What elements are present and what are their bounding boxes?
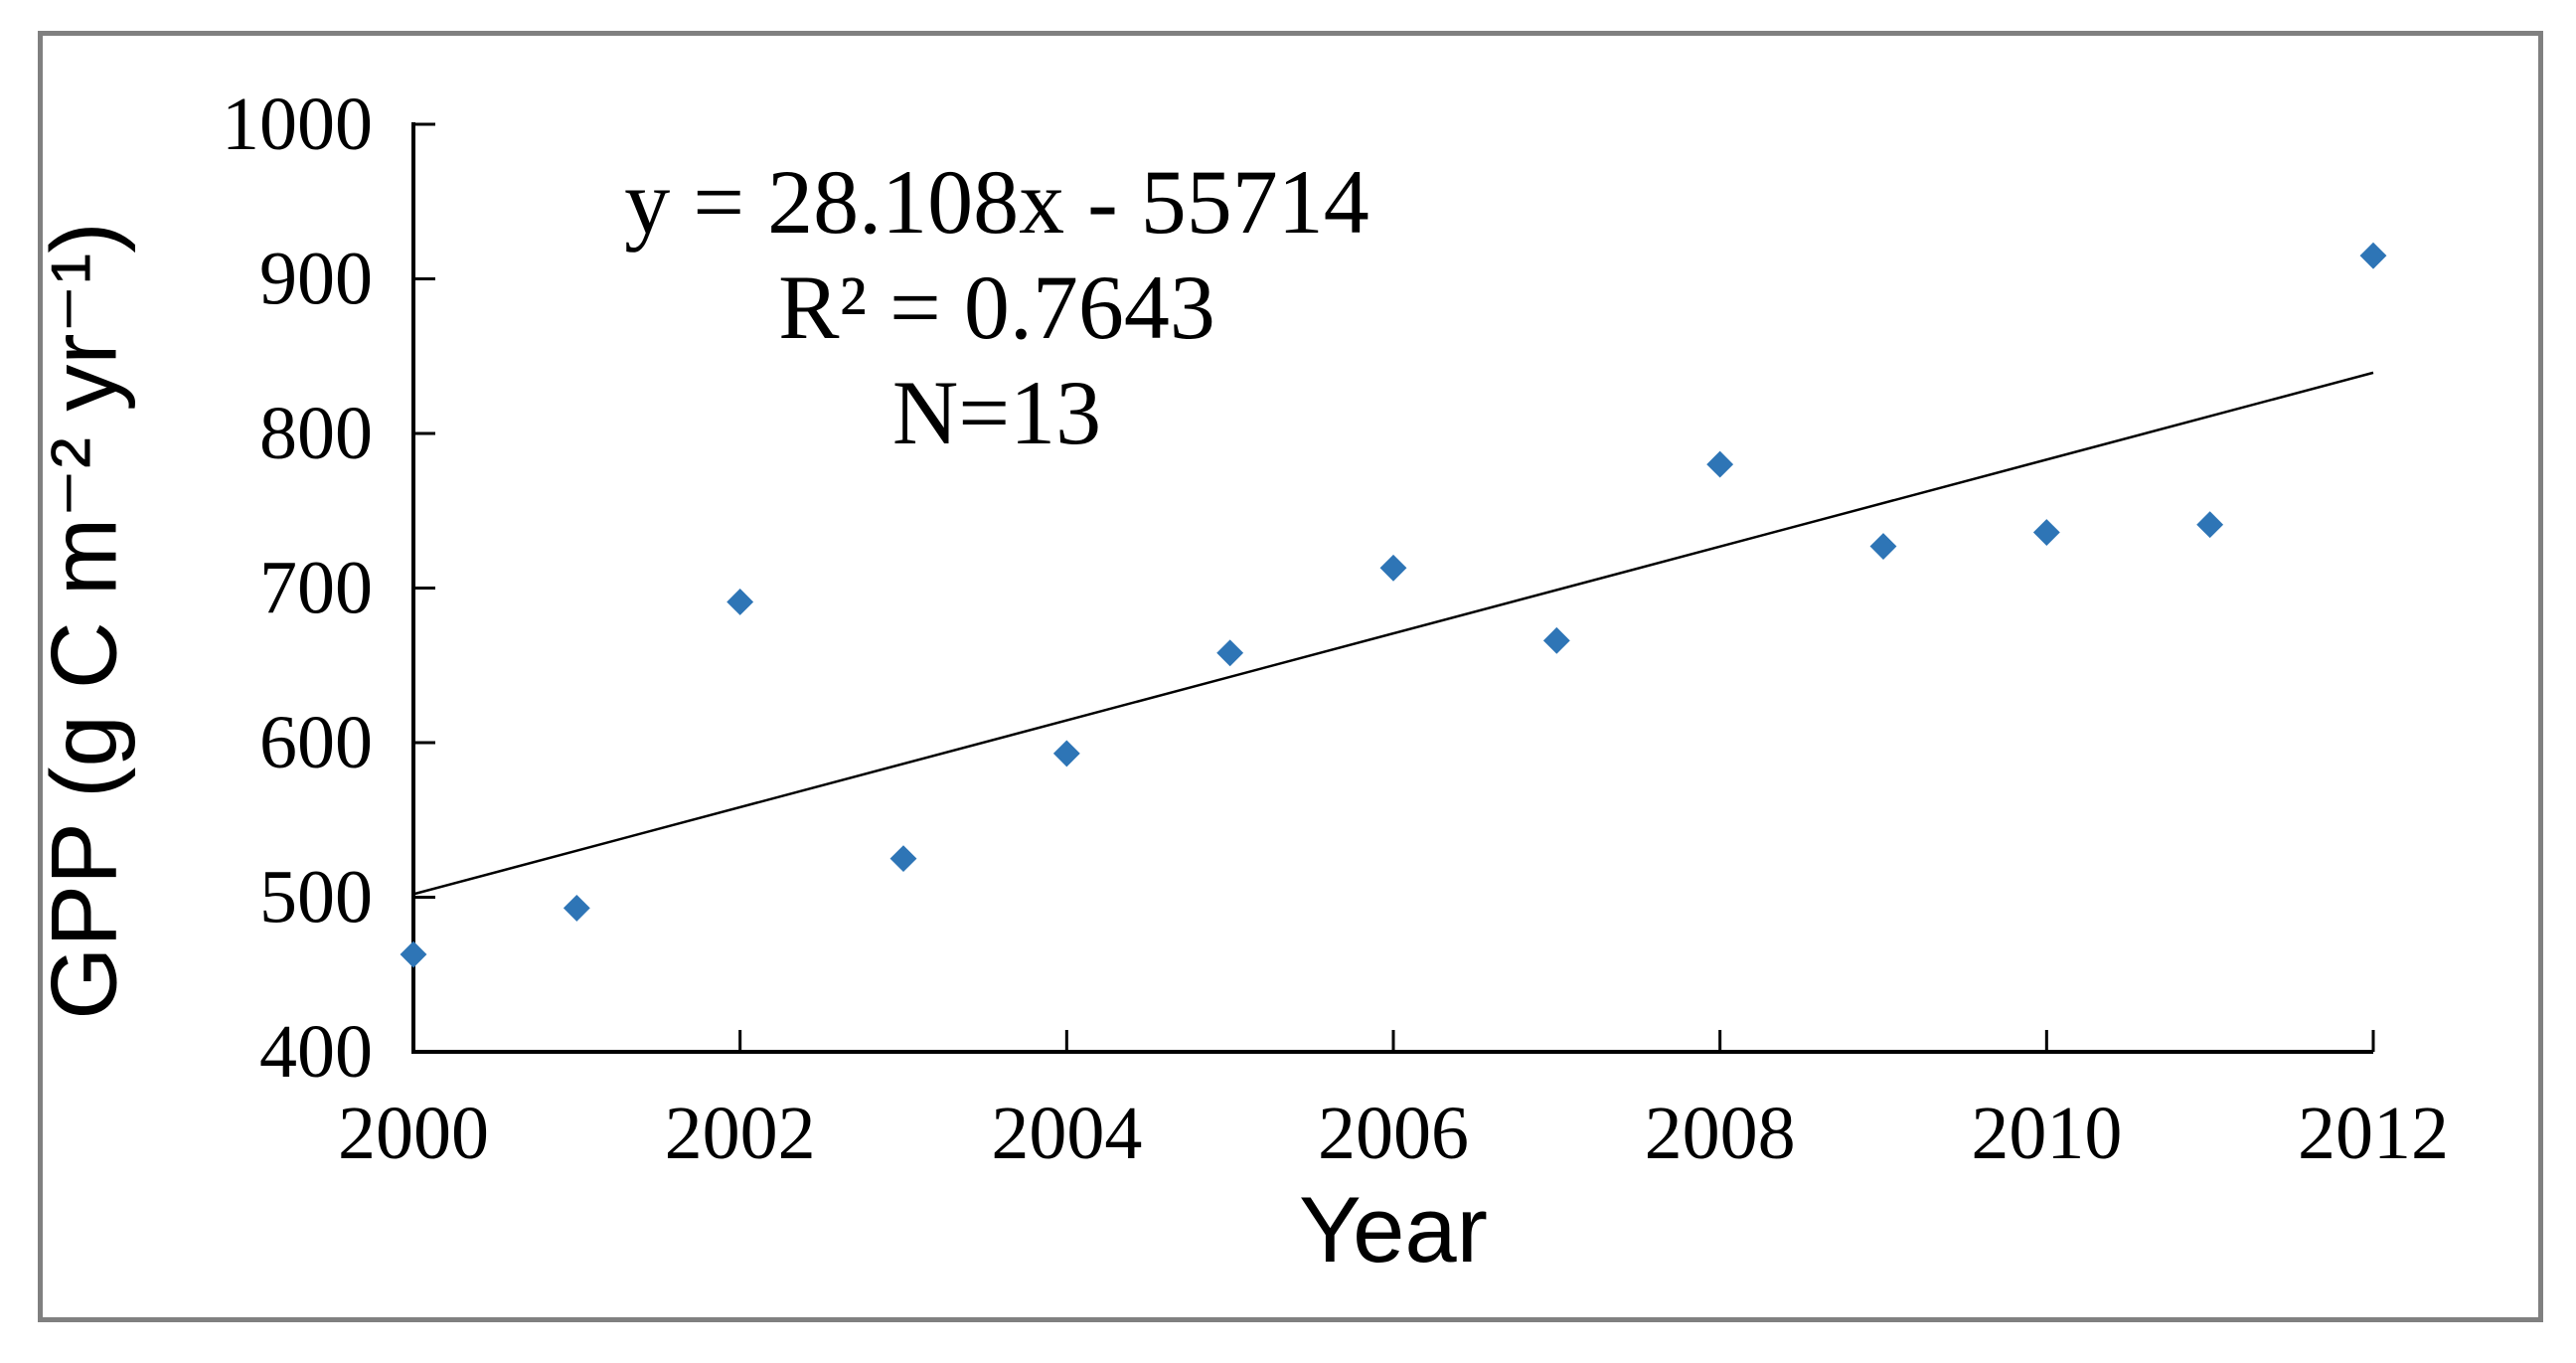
- data-point-marker-2009: [1869, 533, 1897, 560]
- x-tick-label: 2008: [1645, 1092, 1796, 1175]
- data-point-marker-2012: [2359, 242, 2387, 269]
- sample-size-value: N=13: [891, 362, 1102, 463]
- trendline-equation: y = 28.108x - 55714: [624, 151, 1369, 253]
- y-tick-label: 600: [259, 701, 373, 784]
- r-squared-value: R² = 0.7643: [778, 256, 1215, 358]
- y-tick-label: 800: [259, 392, 373, 475]
- y-tick-label: 900: [259, 238, 373, 321]
- x-tick-label: 2000: [338, 1092, 489, 1175]
- x-tick-label: 2010: [1971, 1092, 2122, 1175]
- data-point-marker-2003: [889, 845, 917, 873]
- data-point-marker-2006: [1379, 554, 1407, 582]
- data-point-marker-2001: [563, 894, 590, 922]
- data-point-marker-2007: [1542, 626, 1570, 654]
- x-axis-title: Year: [1299, 1177, 1488, 1281]
- data-point-marker-2004: [1052, 740, 1080, 767]
- data-point-marker-2000: [400, 940, 427, 968]
- x-tick-label: 2012: [2298, 1092, 2449, 1175]
- y-axis-title: GPP (g C m⁻² yr⁻¹): [31, 222, 136, 1020]
- y-tick-label: 500: [259, 856, 373, 939]
- data-point-marker-2008: [1706, 450, 1734, 478]
- y-tick-label: 1000: [222, 83, 373, 166]
- trend-line: [412, 371, 2374, 896]
- x-tick-label: 2004: [991, 1092, 1142, 1175]
- data-point-marker-2010: [2032, 519, 2060, 546]
- x-tick-label: 2006: [1318, 1092, 1469, 1175]
- x-tick-label: 2002: [665, 1092, 816, 1175]
- chart-frame: [38, 31, 2543, 1322]
- y-tick-label: 700: [259, 547, 373, 630]
- data-point-marker-2011: [2196, 511, 2224, 539]
- trendline-annotation: y = 28.108x - 55714 R² = 0.7643 N=13: [398, 149, 1596, 465]
- y-tick-label: 400: [259, 1010, 373, 1094]
- data-point-marker-2002: [726, 589, 754, 615]
- data-point-marker-2005: [1216, 639, 1244, 667]
